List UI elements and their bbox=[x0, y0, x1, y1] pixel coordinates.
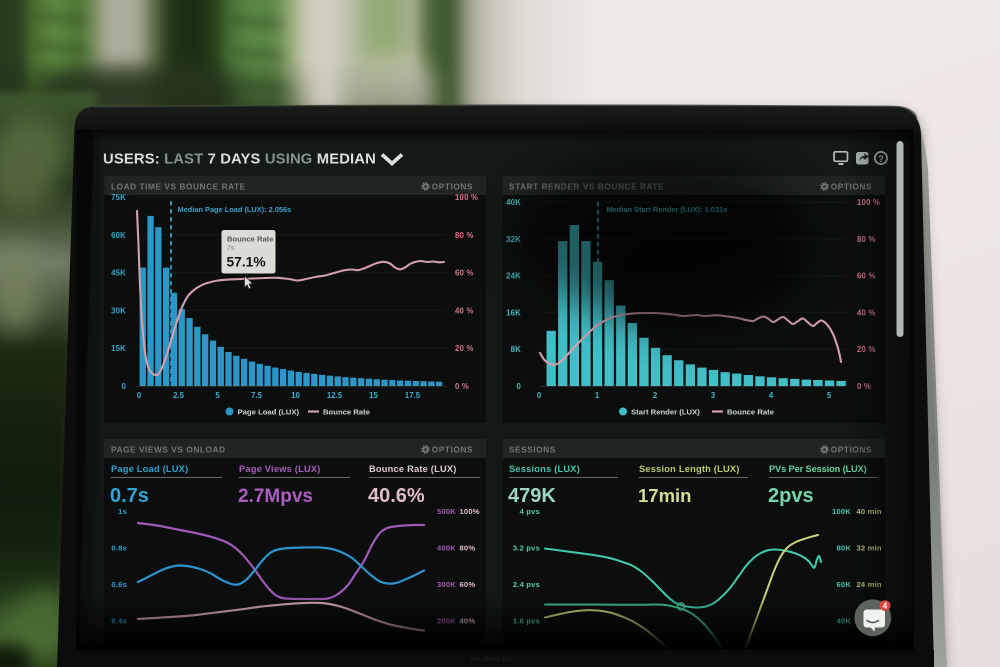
svg-text:MacBook Pro: MacBook Pro bbox=[471, 656, 513, 663]
svg-text:4: 4 bbox=[883, 602, 888, 611]
